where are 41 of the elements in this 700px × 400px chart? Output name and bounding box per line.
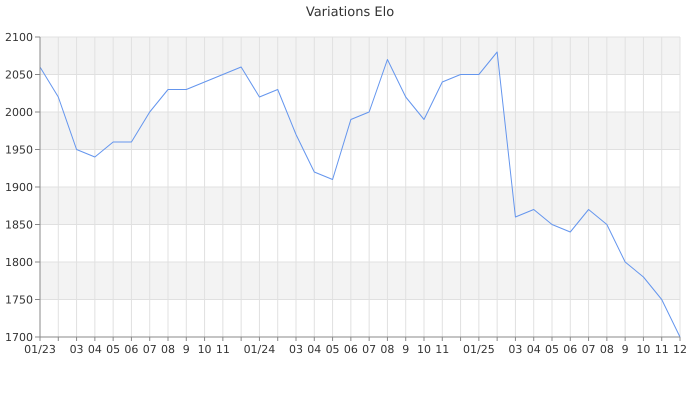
x-tick-label: 05 <box>545 343 559 356</box>
y-tick-label: 2050 <box>5 68 33 82</box>
y-tick-label: 2000 <box>5 106 33 119</box>
y-tick-label: 1750 <box>5 293 33 306</box>
x-tick-label: 08 <box>600 343 614 356</box>
x-tick-label: 03 <box>508 343 522 356</box>
x-tick-label: 06 <box>344 343 358 356</box>
x-tick-label: 07 <box>362 343 376 356</box>
x-tick-label: 03 <box>289 343 303 356</box>
y-tick-label: 1850 <box>5 218 33 232</box>
x-tick-label: 01/24 <box>244 343 276 356</box>
x-tick-label: 07 <box>142 343 157 356</box>
x-tick-label: 11 <box>216 343 230 356</box>
x-tick-label: 04 <box>88 343 102 356</box>
x-tick-label: 10 <box>198 343 212 356</box>
x-tick-label: 05 <box>106 343 120 356</box>
x-tick-label: 06 <box>563 343 578 356</box>
x-tick-label: 9 <box>622 343 629 356</box>
x-tick-label: 12 <box>673 343 687 356</box>
y-tick-label: 1950 <box>5 143 33 156</box>
x-tick-label: 9 <box>402 343 410 356</box>
x-tick-label: 10 <box>417 343 431 356</box>
x-tick-label: 11 <box>435 343 450 356</box>
x-tick-label: 08 <box>161 343 175 356</box>
x-tick-label: 01/23 <box>24 343 56 356</box>
x-tick-label: 11 <box>654 343 669 356</box>
x-tick-label: 07 <box>582 343 596 356</box>
x-tick-label: 05 <box>326 343 340 356</box>
x-tick-label: 03 <box>70 343 84 356</box>
x-tick-label: 04 <box>307 343 322 356</box>
y-tick-label: 2100 <box>5 30 33 44</box>
x-tick-label: 04 <box>526 343 541 356</box>
chart-title: Variations Elo <box>306 5 394 20</box>
x-tick-label: 9 <box>182 343 190 356</box>
y-tick-label: 1800 <box>5 256 33 269</box>
x-tick-label: 01/25 <box>463 343 495 356</box>
x-tick-label: 08 <box>380 343 394 356</box>
y-tick-label: 1700 <box>5 330 33 344</box>
x-tick-label: 10 <box>636 343 650 356</box>
x-tick-label: 06 <box>124 343 138 356</box>
y-tick-label: 1900 <box>5 180 33 194</box>
